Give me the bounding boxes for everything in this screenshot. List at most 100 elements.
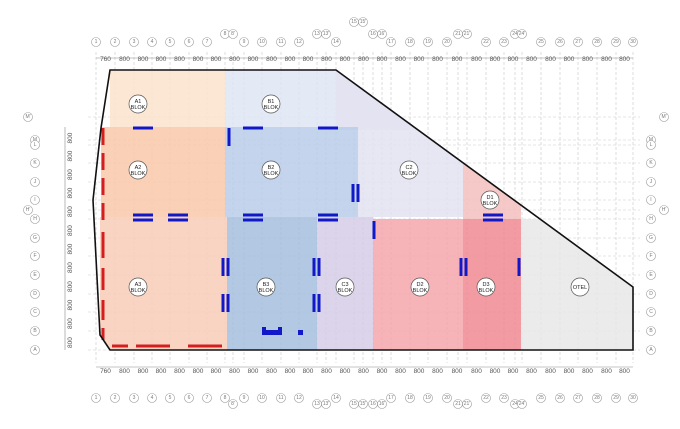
zone-tag-label-c3: C3 [341,282,348,288]
grid-bubble-right-label: I [650,197,651,203]
grid-bubble-top-label: 20 [444,39,450,45]
grid-bubble-top-label: 2 [114,39,117,45]
column-span-top: 800 [321,56,332,63]
grid-bubble-top-circle [628,37,638,47]
grid-bubble-left-label: C [33,309,37,315]
column-span-bottom: 800 [452,368,463,375]
column-span-bottom: 800 [119,368,130,375]
zone-tag-sublabel-b3: BLOK [259,288,274,294]
grid-bubble-bottom-circle [611,393,621,403]
zone-tag-label-a1: A1 [135,99,142,105]
grid-bubble-top-circle [611,37,621,47]
grid-bubble-top-label: 15' [360,19,367,25]
grid-bubble-bottom-label: 13' [323,401,330,407]
grid-bubble-right-label: A [649,347,653,353]
grid-bubble-right-label: M' [661,114,666,120]
column-span-top: 800 [156,56,167,63]
zone-tag-label-a3: A3 [135,282,142,288]
zone-tag-label-b1: B1 [268,99,275,105]
column-span-top: 800 [377,56,388,63]
zone-tags: A1BLOKA2BLOKA3BLOKB1BLOKB2BLOKB3BLOKC2BL… [128,94,590,297]
zone-tag-circle-a3 [128,277,148,297]
row-span: 800 [67,299,74,310]
grid-bubble-bottom-label: 8' [231,401,235,407]
zone-tag-sublabel-b1: BLOK [264,105,279,111]
grid-bubble-bottom-label: 17 [388,395,394,401]
zone-tag-circle-a1 [128,94,148,114]
column-span-top: 800 [138,56,149,63]
column-span-bottom: 800 [156,368,167,375]
grid-bubble-left-circle [23,112,33,122]
grid-bubble-right-label: H' [662,207,667,213]
grid-bubble-bottom-label: 3 [133,395,136,401]
grid-bubble-bottom-label: 21 [455,401,461,407]
column-span-bottom: 800 [601,368,612,375]
column-span-top: 800 [266,56,277,63]
column-span-bottom: 800 [193,368,204,375]
row-span: 800 [67,281,74,292]
grid-bubble-top-label: 23 [501,39,507,45]
grid-bubble-top-label: 21 [455,31,461,37]
zone-tag-sublabel-a1: BLOK [131,105,146,111]
grid-bubble-right-circle [646,233,656,243]
zone-tag-label-b2: B2 [268,165,275,171]
grid-bubble-top-circle [442,37,452,47]
grid-bubble-right-circle [646,251,656,261]
grid-bubble-bottom-circle [147,393,157,403]
column-span-bottom: 800 [340,368,351,375]
grid-bubble-bottom-label: 27 [575,395,581,401]
zone-tag-label-d1: D1 [486,195,493,201]
grid-bubble-right-circle [646,270,656,280]
grid-bubble-bottom-label: 2 [114,395,117,401]
grid-bubble-left-circle [30,270,40,280]
grid-bubble-top-label: 1 [95,39,98,45]
grid-bubble-left-circle [30,214,40,224]
grid-bubble-top-circle [294,37,304,47]
grid-bubble-bottom-circle [377,399,387,409]
zone-tag-sublabel-d3: BLOK [479,288,494,294]
column-span-bottom: 800 [619,368,630,375]
grid-bubble-bottom-circle [517,399,527,409]
column-span-bottom: 800 [526,368,537,375]
grid-bubble-left-circle [30,289,40,299]
grid-bubble-top-label: 14 [333,39,339,45]
row-span: 800 [67,337,74,348]
grid-bubble-top-circle [423,37,433,47]
grid-bubble-top-label: 13 [314,31,320,37]
column-span-bottom: 800 [471,368,482,375]
column-span-top: 800 [303,56,314,63]
grid-bubble-right-circle [646,307,656,317]
column-span-top: 800 [490,56,501,63]
grid-bubble-right-label: B [649,328,653,334]
grid-bubble-top-circle [377,29,387,39]
blue-wall-block [278,327,282,335]
grid-bubble-top-circle [462,29,472,39]
grid-bubble-bottom-circle [358,399,368,409]
grid-bubble-right-circle [646,326,656,336]
row-span: 800 [67,132,74,143]
grid-bubble-bottom-circle [536,393,546,403]
zone-tag-circle-c2 [399,160,419,180]
column-span-bottom: 800 [508,368,519,375]
grid-bubble-left-circle [30,326,40,336]
zone-tag-label-b3: B3 [263,282,270,288]
row-span: 800 [67,206,74,217]
grid-bubble-top-circle [405,37,415,47]
grid-bubble-right-label: D [649,291,653,297]
grid-bubble-bottom-label: 1 [95,395,98,401]
zone-fill-b2 [225,127,358,217]
grid-bubble-top-circle [358,17,368,27]
grid-bubble-bottom-label: 25 [538,395,544,401]
column-span-bottom: 800 [138,368,149,375]
blue-wall-block [298,330,303,335]
column-span-top: 800 [601,56,612,63]
column-span-top: 800 [545,56,556,63]
column-span-top: 800 [229,56,240,63]
column-span-top: 800 [619,56,630,63]
grid-bubble-top-label: 8' [231,31,235,37]
zone-tag-sublabel-b2: BLOK [264,171,279,177]
column-span-bottom: 800 [211,368,222,375]
grid-bubble-bottom-label: 5 [169,395,172,401]
grid-bubble-top-circle [110,37,120,47]
grid-bubble-bottom-circle [481,393,491,403]
